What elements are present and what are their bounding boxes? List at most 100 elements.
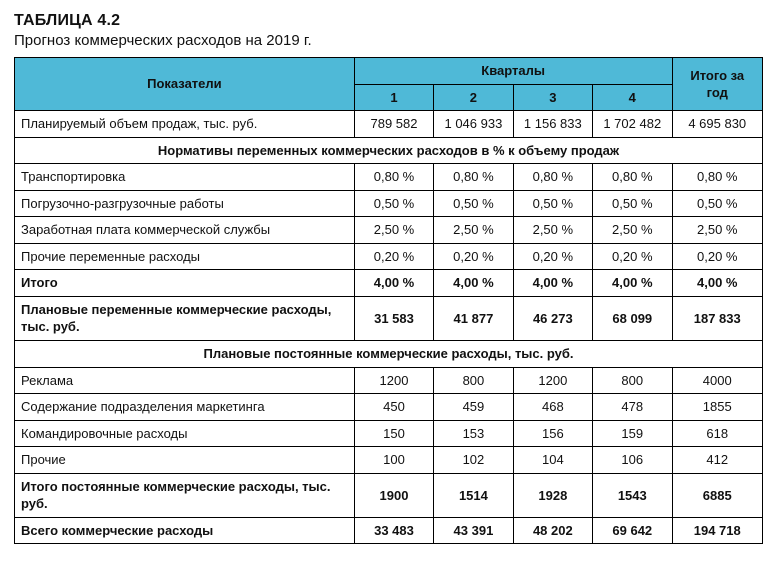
- row-label: Транспортировка: [15, 164, 355, 191]
- cell: 468: [513, 394, 592, 421]
- cell: 4000: [672, 367, 763, 394]
- cell: 4,00 %: [434, 270, 513, 297]
- cell: 104: [513, 447, 592, 474]
- cell: 0,80 %: [593, 164, 672, 191]
- cell: 102: [434, 447, 513, 474]
- section-header-row: Плановые постоянные коммерческие расходы…: [15, 341, 763, 368]
- cell: 4,00 %: [672, 270, 763, 297]
- table-header-row-1: Показатели Кварталы Итого за год: [15, 58, 763, 85]
- col-indicators: Показатели: [15, 58, 355, 111]
- cell: 4,00 %: [593, 270, 672, 297]
- cell: 106: [593, 447, 672, 474]
- table-number: ТАБЛИЦА 4.2: [14, 12, 763, 30]
- cell: 0,80 %: [513, 164, 592, 191]
- row-label: Реклама: [15, 367, 355, 394]
- cell: 800: [434, 367, 513, 394]
- table-row: Итого 4,00 % 4,00 % 4,00 % 4,00 % 4,00 %: [15, 270, 763, 297]
- cell: 0,20 %: [672, 243, 763, 270]
- cell: 789 582: [354, 111, 433, 138]
- table-row: Содержание подразделения маркетинга 450 …: [15, 394, 763, 421]
- cell: 31 583: [354, 296, 433, 340]
- cell: 412: [672, 447, 763, 474]
- cell: 0,20 %: [513, 243, 592, 270]
- cell: 2,50 %: [434, 217, 513, 244]
- cell: 187 833: [672, 296, 763, 340]
- cell: 0,50 %: [513, 190, 592, 217]
- col-q3: 3: [513, 84, 592, 111]
- row-label: Планируемый объем продаж, тыс. руб.: [15, 111, 355, 138]
- cell: 450: [354, 394, 433, 421]
- table-row: Прочие 100 102 104 106 412: [15, 447, 763, 474]
- cell: 0,50 %: [354, 190, 433, 217]
- row-label: Прочие переменные расходы: [15, 243, 355, 270]
- cell: 100: [354, 447, 433, 474]
- cell: 0,20 %: [593, 243, 672, 270]
- table-row: Плановые переменные коммерческие расходы…: [15, 296, 763, 340]
- section-title: Плановые постоянные коммерческие расходы…: [15, 341, 763, 368]
- cell: 0,80 %: [672, 164, 763, 191]
- row-label: Заработная плата коммерческой службы: [15, 217, 355, 244]
- cell: 2,50 %: [672, 217, 763, 244]
- cell: 1 046 933: [434, 111, 513, 138]
- section-title: Нормативы переменных коммерческих расход…: [15, 137, 763, 164]
- table-row: Итого постоянные коммерческие расходы, т…: [15, 473, 763, 517]
- table-row: Командировочные расходы 150 153 156 159 …: [15, 420, 763, 447]
- cell: 2,50 %: [354, 217, 433, 244]
- cell: 2,50 %: [513, 217, 592, 244]
- cell: 0,80 %: [354, 164, 433, 191]
- cell: 2,50 %: [593, 217, 672, 244]
- cell: 1514: [434, 473, 513, 517]
- cell: 0,80 %: [434, 164, 513, 191]
- cell: 1 702 482: [593, 111, 672, 138]
- cell: 4 695 830: [672, 111, 763, 138]
- cell: 159: [593, 420, 672, 447]
- cell: 41 877: [434, 296, 513, 340]
- cell: 6885: [672, 473, 763, 517]
- cell: 46 273: [513, 296, 592, 340]
- cell: 0,50 %: [672, 190, 763, 217]
- cell: 1543: [593, 473, 672, 517]
- table-row: Прочие переменные расходы 0,20 % 0,20 % …: [15, 243, 763, 270]
- table-row: Погрузочно-разгрузочные работы 0,50 % 0,…: [15, 190, 763, 217]
- col-q2: 2: [434, 84, 513, 111]
- cell: 68 099: [593, 296, 672, 340]
- cell: 4,00 %: [513, 270, 592, 297]
- cell: 1855: [672, 394, 763, 421]
- cell: 1928: [513, 473, 592, 517]
- cell: 1 156 833: [513, 111, 592, 138]
- forecast-table: Показатели Кварталы Итого за год 1 2 3 4…: [14, 57, 763, 544]
- cell: 1900: [354, 473, 433, 517]
- cell: 153: [434, 420, 513, 447]
- col-q4: 4: [593, 84, 672, 111]
- cell: 459: [434, 394, 513, 421]
- cell: 156: [513, 420, 592, 447]
- cell: 0,50 %: [434, 190, 513, 217]
- cell: 478: [593, 394, 672, 421]
- cell: 0,50 %: [593, 190, 672, 217]
- cell: 800: [593, 367, 672, 394]
- col-quarters: Кварталы: [354, 58, 672, 85]
- col-total: Итого за год: [672, 58, 763, 111]
- table-row: Реклама 1200 800 1200 800 4000: [15, 367, 763, 394]
- row-label: Итого постоянные коммерческие расходы, т…: [15, 473, 355, 517]
- row-label: Погрузочно-разгрузочные работы: [15, 190, 355, 217]
- row-label: Содержание подразделения маркетинга: [15, 394, 355, 421]
- cell: 1200: [513, 367, 592, 394]
- cell: 150: [354, 420, 433, 447]
- row-label: Прочие: [15, 447, 355, 474]
- section-header-row: Нормативы переменных коммерческих расход…: [15, 137, 763, 164]
- row-label: Командировочные расходы: [15, 420, 355, 447]
- table-row: Транспортировка 0,80 % 0,80 % 0,80 % 0,8…: [15, 164, 763, 191]
- cell: 0,20 %: [434, 243, 513, 270]
- table-row: Заработная плата коммерческой службы 2,5…: [15, 217, 763, 244]
- cell: 4,00 %: [354, 270, 433, 297]
- cell: 1200: [354, 367, 433, 394]
- table-row: Планируемый объем продаж, тыс. руб. 789 …: [15, 111, 763, 138]
- row-label: Плановые переменные коммерческие расходы…: [15, 296, 355, 340]
- row-label: Итого: [15, 270, 355, 297]
- cell: 0,20 %: [354, 243, 433, 270]
- table-title: Прогноз коммерческих расходов на 2019 г.: [14, 32, 763, 49]
- document-region: ТАБЛИЦА 4.2 Прогноз коммерческих расходо…: [0, 0, 777, 562]
- cell: 618: [672, 420, 763, 447]
- col-q1: 1: [354, 84, 433, 111]
